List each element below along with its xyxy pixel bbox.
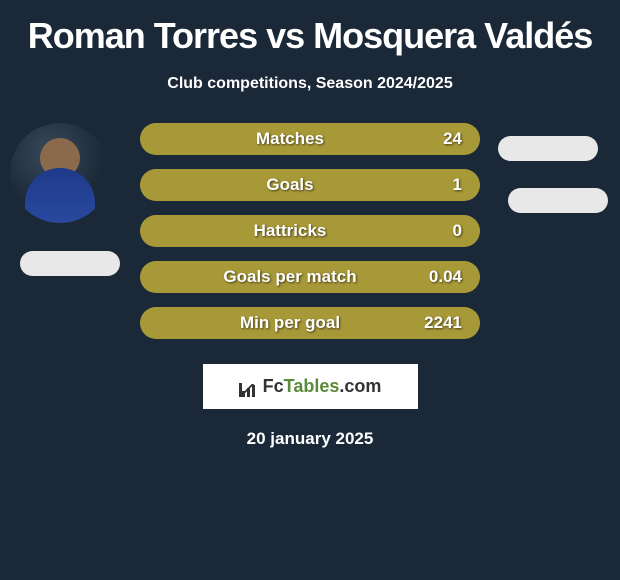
player-avatar bbox=[10, 123, 110, 223]
page-title: Roman Torres vs Mosquera Valdés bbox=[28, 15, 593, 57]
stat-value: 0.04 bbox=[422, 267, 462, 287]
stat-label: Matches bbox=[158, 129, 422, 149]
stat-value: 0 bbox=[422, 221, 462, 241]
stat-bar-goals: Goals 1 bbox=[140, 169, 480, 201]
stat-label: Min per goal bbox=[158, 313, 422, 333]
stats-bars: Matches 24 Goals 1 Hattricks 0 Goals per… bbox=[140, 123, 480, 339]
stat-bar-goals-per-match: Goals per match 0.04 bbox=[140, 261, 480, 293]
stat-label: Goals per match bbox=[158, 267, 422, 287]
stat-value: 2241 bbox=[422, 313, 462, 333]
comparison-infographic: Roman Torres vs Mosquera Valdés Club com… bbox=[0, 0, 620, 459]
right-pill-placeholder-1 bbox=[498, 136, 598, 161]
right-pill-placeholder-2 bbox=[508, 188, 608, 213]
stat-value: 1 bbox=[422, 175, 462, 195]
stat-bar-hattricks: Hattricks 0 bbox=[140, 215, 480, 247]
date-label: 20 january 2025 bbox=[247, 429, 374, 449]
content-area: Matches 24 Goals 1 Hattricks 0 Goals per… bbox=[0, 123, 620, 339]
stat-label: Hattricks bbox=[158, 221, 422, 241]
stat-bar-matches: Matches 24 bbox=[140, 123, 480, 155]
logo-text: FcTables.com bbox=[263, 376, 382, 397]
stat-bar-min-per-goal: Min per goal 2241 bbox=[140, 307, 480, 339]
fctables-logo: FcTables.com bbox=[203, 364, 418, 409]
subtitle: Club competitions, Season 2024/2025 bbox=[167, 75, 452, 93]
stat-label: Goals bbox=[158, 175, 422, 195]
left-pill-placeholder bbox=[20, 251, 120, 276]
chart-icon bbox=[239, 377, 259, 397]
stat-value: 24 bbox=[422, 129, 462, 149]
